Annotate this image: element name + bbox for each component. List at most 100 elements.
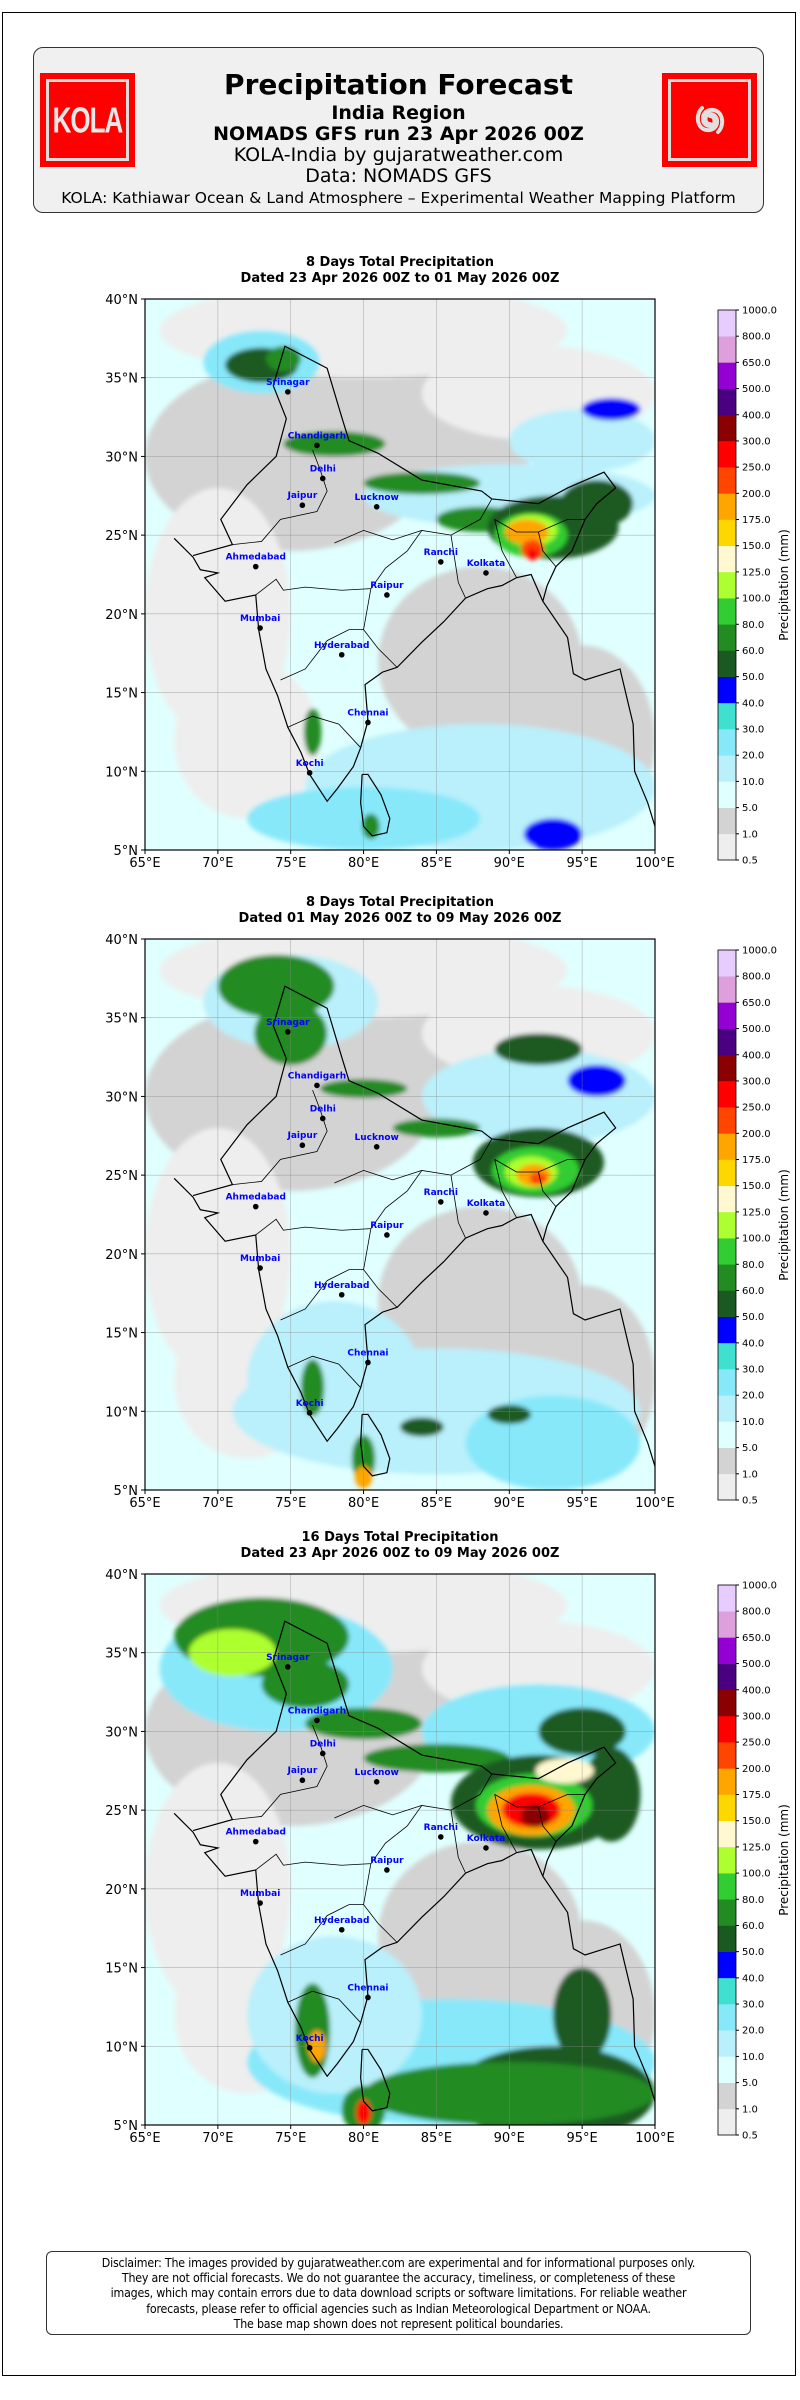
map-panel-3: 16 Days Total Precipitation Dated 23 Apr…: [0, 1530, 800, 2170]
city-marker: [483, 1845, 489, 1851]
colorbar-swatch: [718, 650, 736, 677]
city-marker: [438, 1199, 444, 1205]
state-border: [450, 1810, 466, 1874]
city-label: Mumbai: [240, 1254, 280, 1264]
y-tick-label: 25°N: [105, 1169, 138, 1184]
precip-contour: [261, 1660, 349, 1708]
colorbar-swatch: [718, 1715, 736, 1743]
colorbar-tick-label: 800.0: [742, 1607, 771, 1618]
colorbar-swatch: [718, 1211, 736, 1239]
state-border: [255, 1190, 408, 1236]
state-border: [280, 1904, 364, 1956]
city-marker: [373, 1779, 380, 1785]
x-tick-label: 90°E: [494, 856, 525, 871]
colorbar-tick-label: 175.0: [742, 1790, 771, 1801]
colorbar-swatch: [718, 1873, 736, 1900]
state-border: [232, 1089, 328, 1185]
city-label: Ahmedabad: [226, 1828, 286, 1838]
colorbar-swatch: [718, 571, 736, 599]
city-marker: [314, 1082, 320, 1089]
city-label: Hyderabad: [314, 1916, 369, 1926]
city-marker: [306, 1410, 313, 1416]
y-tick-label: 15°N: [105, 1962, 138, 1977]
y-tick-label: 30°N: [105, 1725, 138, 1740]
y-tick-label: 30°N: [105, 1090, 138, 1105]
colorbar-tick-label: 300.0: [742, 436, 771, 447]
colorbar-swatch: [718, 519, 736, 547]
colorbar-tick-label: 20.0: [742, 751, 764, 762]
panel-subtitle: Dated 01 May 2026 00Z to 09 May 2026 00Z: [238, 911, 562, 926]
x-tick-label: 65°E: [129, 2131, 160, 2146]
city-label: Chennai: [347, 708, 388, 718]
state-border: [406, 1773, 493, 1827]
panel-title: 8 Days Total Precipitation: [305, 255, 495, 270]
axes-frame: [144, 938, 656, 1491]
y-tick-label: 15°N: [105, 687, 138, 702]
colorbar-tick-label: 300.0: [742, 1076, 771, 1087]
city-label: Srinagar: [266, 378, 310, 388]
colorbar-swatch: [718, 1899, 736, 1926]
city-label: Jaipur: [286, 1766, 317, 1776]
colorbar-swatch: [718, 414, 736, 442]
colorbar-swatch: [718, 1846, 736, 1874]
colorbar-tick-label: 40.0: [742, 1973, 764, 1984]
data-source: Data: NOMADS GFS: [305, 165, 492, 187]
colorbar-swatch: [718, 2004, 736, 2031]
precip-contour: [535, 1758, 594, 1784]
x-tick-label: 75°E: [275, 2131, 306, 2146]
colorbar-swatch: [718, 807, 736, 835]
precip-contour: [520, 1805, 551, 1828]
colorbar-tick-label: 250.0: [742, 1738, 771, 1749]
colorbar-swatch: [718, 310, 736, 337]
state-border: [494, 519, 517, 578]
precip-map-1: Srinagar Chandigarh Delhi Jaipur Lucknow Ahme…: [105, 293, 791, 871]
colorbar-swatch: [718, 1290, 736, 1317]
colorbar-swatch: [718, 2030, 736, 2057]
site-credit: KOLA-India by gujaratweather.com: [233, 144, 564, 166]
panel-title: 8 Days Total Precipitation: [305, 895, 495, 910]
state-border: [280, 629, 364, 681]
precip-contour: [362, 813, 380, 839]
state-border: [334, 1804, 422, 1819]
colorbar-swatch: [718, 1473, 736, 1501]
colorbar-swatch: [718, 1342, 736, 1370]
city-marker: [285, 389, 291, 395]
city-label: Lucknow: [354, 1133, 398, 1143]
colorbar-swatch: [718, 388, 736, 416]
colorbar-swatch: [718, 976, 736, 1003]
city-marker: [319, 1115, 326, 1122]
precip-map-2: Srinagar Chandigarh Delhi Jaipur Lucknow Ahme…: [105, 933, 791, 1511]
x-tick-label: 75°E: [275, 856, 306, 871]
tagline: KOLA: Kathiawar Ocean & Land Atmosphere …: [61, 189, 736, 207]
x-tick-label: 85°E: [421, 1496, 452, 1511]
state-border: [287, 1355, 361, 1388]
colorbar-tick-label: 300.0: [742, 1711, 771, 1722]
region-label: India Region: [331, 102, 466, 124]
state-border: [232, 1724, 328, 1820]
colorbar-tick-label: 125.0: [742, 567, 771, 578]
colorbar-tick-label: 60.0: [742, 646, 764, 657]
y-tick-label: 10°N: [105, 2040, 138, 2055]
city-marker: [306, 2045, 313, 2051]
y-tick-label: 35°N: [105, 372, 138, 387]
colorbar-swatch: [718, 1611, 736, 1638]
x-tick-label: 70°E: [202, 1496, 233, 1511]
city-marker: [384, 1867, 390, 1873]
city-marker: [314, 1717, 320, 1724]
city-label: Jaipur: [286, 1131, 317, 1141]
state-border: [363, 1863, 398, 1943]
city-label: Ranchi: [424, 1188, 458, 1198]
city-label: Hyderabad: [314, 641, 369, 651]
colorbar-swatch: [718, 1742, 736, 1769]
colorbar-tick-label: 500.0: [742, 384, 771, 395]
colorbar-tick-label: 60.0: [742, 1286, 764, 1297]
colorbar-swatch: [718, 1002, 736, 1029]
colorbar-tick-label: 400.0: [742, 410, 771, 421]
city-marker: [252, 563, 259, 570]
city-label: Hyderabad: [314, 1281, 369, 1291]
colorbar-tick-label: 175.0: [742, 1155, 771, 1166]
panel-subtitle: Dated 23 Apr 2026 00Z to 01 May 2026 00Z: [240, 271, 560, 286]
y-tick-label: 30°N: [105, 450, 138, 465]
colorbar-swatch: [718, 833, 736, 861]
state-border: [280, 1269, 364, 1321]
